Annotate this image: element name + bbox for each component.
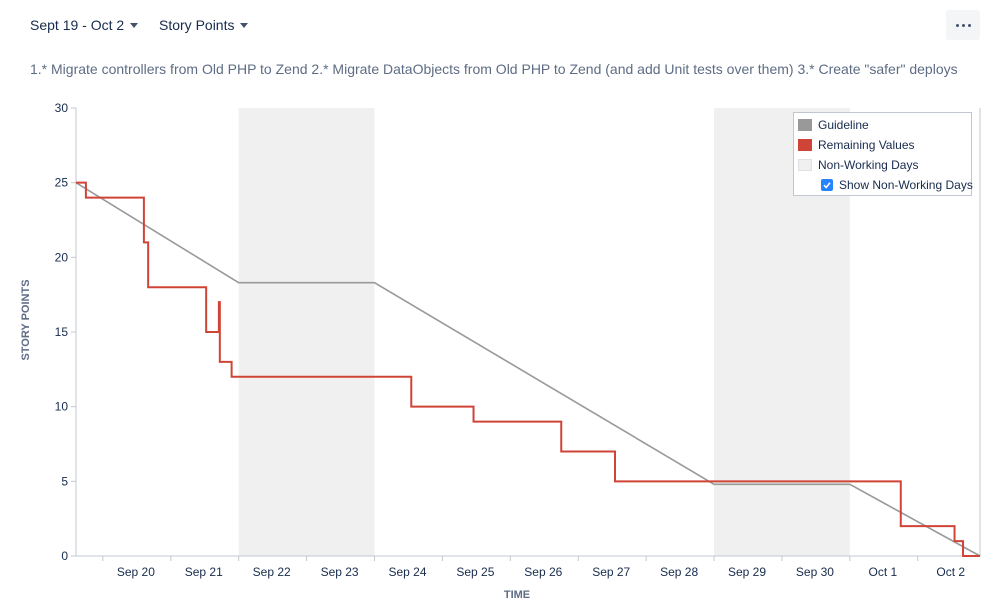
chart-legend: Guideline Remaining Values Non-Working D… [793, 112, 973, 196]
estimation-metric-dropdown[interactable]: Story Points [159, 14, 249, 36]
legend-label: Remaining Values [818, 138, 915, 152]
x-tick-label: Sep 20 [117, 565, 155, 579]
x-tick-label: Sep 26 [524, 565, 562, 579]
more-icon [955, 23, 959, 27]
y-tick-label: 30 [55, 101, 69, 115]
legend-item-guideline: Guideline [798, 117, 869, 133]
chevron-down-icon [130, 23, 139, 28]
y-tick-label: 0 [61, 549, 68, 563]
series-lines [75, 181, 981, 557]
y-tick-label: 20 [55, 250, 69, 264]
x-tick-label: Sep 30 [796, 565, 834, 579]
y-axis-title: STORY POINTS [20, 279, 32, 360]
checkbox-checked-icon[interactable] [821, 179, 833, 191]
show-non-working-toggle[interactable]: Show Non-Working Days [821, 177, 973, 193]
more-icon [967, 23, 971, 27]
x-tick-label: Sep 24 [388, 565, 426, 579]
show-non-working-label: Show Non-Working Days [839, 178, 973, 192]
non-working-swatch [798, 159, 812, 171]
x-tick-label: Sep 23 [321, 565, 359, 579]
remaining-swatch [798, 139, 812, 151]
y-tick-label: 10 [55, 400, 69, 414]
date-range-label: Sept 19 - Oct 2 [30, 17, 125, 33]
x-tick-label: Oct 2 [936, 565, 965, 579]
legend-item-non-working: Non-Working Days [798, 157, 918, 173]
sprint-goal-text: 1.* Migrate controllers from Old PHP to … [30, 61, 958, 77]
x-axis: Sep 20 Sep 21 Sep 22 Sep 23 Sep 24 Sep 25 Sep … [76, 108, 981, 579]
x-tick-label: Sep 28 [660, 565, 698, 579]
legend-item-remaining: Remaining Values [798, 137, 915, 153]
toolbar: Sept 19 - Oct 2 Story Points [0, 0, 1000, 48]
y-axis: 0 5 10 15 20 25 30 [55, 101, 77, 563]
non-working-bands [238, 108, 850, 556]
guideline-swatch [798, 119, 812, 131]
x-tick-label: Sep 21 [185, 565, 223, 579]
estimation-metric-label: Story Points [159, 17, 235, 33]
y-tick-label: 15 [55, 325, 69, 339]
guideline-line [75, 181, 981, 557]
y-tick-label: 5 [61, 474, 68, 488]
y-tick-label: 25 [55, 176, 69, 190]
legend-label: Guideline [818, 118, 869, 132]
more-icon [961, 23, 965, 27]
legend-label: Non-Working Days [818, 158, 919, 172]
more-actions-button[interactable] [946, 10, 980, 40]
x-tick-label: Sep 27 [592, 565, 630, 579]
chevron-down-icon [240, 23, 249, 28]
remaining-values-line [76, 181, 980, 557]
x-tick-label: Sep 29 [728, 565, 766, 579]
x-tick-label: Oct 1 [869, 565, 898, 579]
x-axis-title: TIME [504, 589, 530, 601]
non-working-band [238, 108, 375, 556]
x-tick-label: Sep 22 [253, 565, 291, 579]
x-tick-label: Sep 25 [456, 565, 494, 579]
date-range-dropdown[interactable]: Sept 19 - Oct 2 [30, 14, 139, 36]
